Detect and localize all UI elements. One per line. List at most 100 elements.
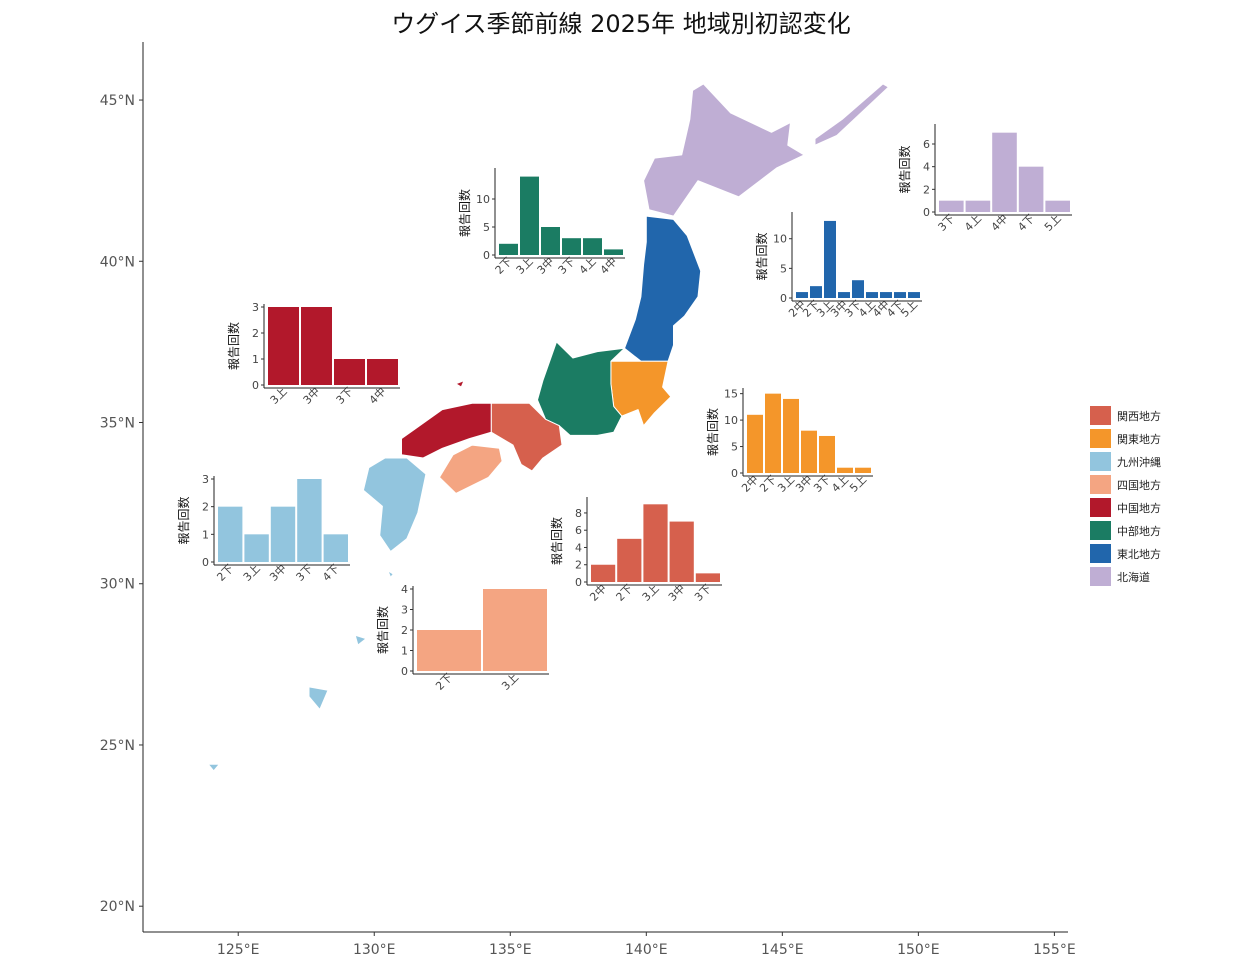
bar	[591, 564, 616, 582]
inset-y-tick-label: 5	[780, 262, 787, 275]
inset-y-tick-label: 2	[575, 559, 582, 572]
x-tick-label: 125°E	[217, 942, 260, 958]
bar	[837, 467, 853, 473]
inset-y-tick-label: 6	[923, 138, 930, 151]
inset-y-tick-label: 0	[923, 206, 930, 219]
region-shape	[308, 686, 329, 710]
legend-item: 中部地方	[1090, 519, 1161, 542]
bar	[747, 414, 763, 473]
inset-y-tick-label: 10	[476, 193, 490, 206]
legend-key	[1090, 498, 1111, 517]
inset-y-tick-label: 0	[483, 249, 490, 262]
bar	[765, 393, 781, 473]
inset-y-tick-label: 6	[575, 524, 582, 537]
x-tick-label: 130°E	[353, 942, 396, 958]
region-shape	[401, 402, 492, 459]
x-tick-label: 135°E	[489, 942, 532, 958]
bar	[908, 292, 920, 298]
inset-y-axis-title: 報告回数	[549, 517, 564, 565]
bar	[824, 220, 836, 298]
bar	[604, 249, 623, 255]
inset-y-axis-title: 報告回数	[176, 496, 191, 544]
bar	[796, 292, 808, 298]
bar	[297, 479, 322, 562]
region-shape	[387, 570, 394, 578]
y-tick-label: 25°N	[100, 738, 135, 754]
inset-y-tick-label: 0	[252, 379, 259, 392]
inset-y-tick-label: 1	[252, 353, 259, 366]
bar	[783, 398, 799, 473]
inset-y-tick-label: 1	[202, 528, 209, 541]
y-tick-label: 35°N	[100, 416, 135, 432]
legend-key	[1090, 429, 1111, 448]
japan-map	[207, 83, 889, 772]
legend-item: 東北地方	[1090, 542, 1161, 565]
legend-item: 四国地方	[1090, 473, 1161, 496]
legend-key	[1090, 544, 1111, 563]
legend-item: 北海道	[1090, 565, 1161, 588]
inset-y-tick-label: 3	[252, 301, 259, 314]
inset-y-tick-label: 10	[773, 233, 787, 246]
inset-y-tick-label: 5	[483, 221, 490, 234]
inset-y-tick-label: 3	[202, 473, 209, 486]
legend-key	[1090, 406, 1111, 425]
inset-y-axis-title: 報告回数	[375, 606, 390, 654]
inset-y-axis-title: 報告回数	[705, 408, 720, 456]
bar	[541, 227, 560, 255]
region-shape	[354, 634, 367, 646]
x-tick-label: 140°E	[625, 942, 668, 958]
legend: 関西地方関東地方九州沖縄 四国地方中国地方中部地方 東北地方北海道	[1090, 404, 1161, 588]
region-shape	[643, 83, 805, 217]
inset-y-tick-label: 15	[724, 388, 738, 401]
region-shape	[490, 402, 563, 472]
bar	[270, 506, 296, 562]
y-tick-label: 40°N	[100, 254, 135, 270]
bar	[855, 467, 871, 473]
bar	[810, 286, 822, 298]
inset-y-axis-title: 報告回数	[754, 232, 769, 280]
inset-y-tick-label: 0	[731, 467, 738, 480]
region-shape	[455, 380, 465, 388]
bar	[520, 176, 539, 255]
bar	[323, 534, 348, 562]
chart-title: ウグイス季節前線 2025年 地域別初認変化	[391, 10, 851, 38]
bar	[1018, 166, 1044, 212]
inset-y-tick-label: 2	[202, 501, 209, 514]
inset-y-tick-label: 5	[731, 441, 738, 454]
x-tick-label: 155°E	[1033, 942, 1076, 958]
bar	[244, 534, 269, 562]
legend-label: 北海道	[1117, 570, 1150, 584]
bar	[583, 238, 602, 255]
legend-item: 九州沖縄	[1090, 450, 1161, 473]
inset-y-tick-label: 2	[401, 624, 408, 637]
x-tick-label: 145°E	[761, 942, 804, 958]
region-shape	[362, 457, 427, 552]
legend-key	[1090, 521, 1111, 540]
inset-y-axis-title: 報告回数	[457, 189, 472, 237]
inset-y-tick-label: 0	[575, 576, 582, 589]
legend-label: 中国地方	[1117, 501, 1161, 515]
bar	[334, 359, 365, 385]
legend-item: 関東地方	[1090, 427, 1161, 450]
legend-item: 関西地方	[1090, 404, 1161, 427]
legend-key	[1090, 567, 1111, 586]
region-shape	[537, 341, 625, 436]
bar	[992, 132, 1017, 212]
bar	[669, 521, 694, 582]
legend-label: 関東地方	[1117, 432, 1161, 446]
bar	[268, 307, 299, 385]
region-shape	[439, 444, 503, 494]
inset-y-tick-label: 4	[923, 161, 930, 174]
bar	[965, 200, 991, 212]
inset-y-tick-label: 2	[252, 327, 259, 340]
inset-y-axis-title: 報告回数	[897, 145, 912, 193]
bar	[218, 506, 243, 562]
inset-bar-charts: 2下 3上 3中 3下 4上 4中0510報告回数2中2下3上3中3下4上4中4下5上05…	[176, 124, 1072, 693]
y-tick-label: 20°N	[100, 899, 135, 915]
legend-label: 関西地方	[1117, 409, 1161, 423]
